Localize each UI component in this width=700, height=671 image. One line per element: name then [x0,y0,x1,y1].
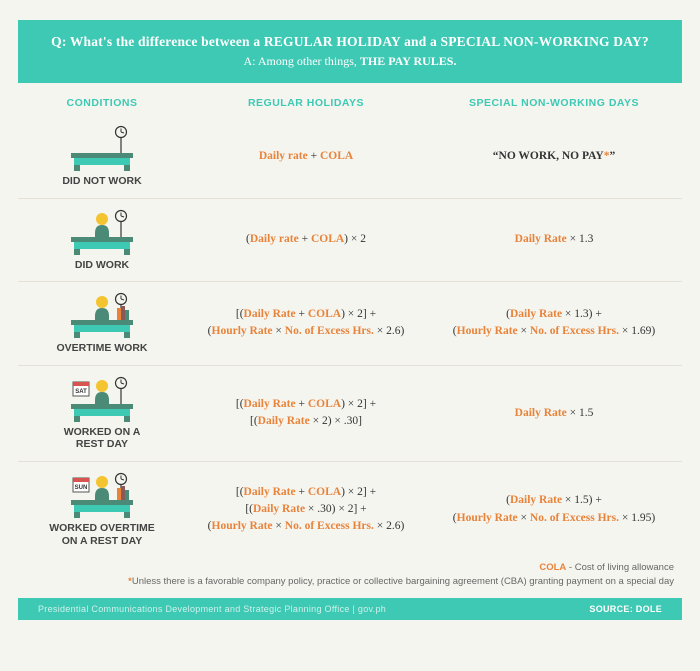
table-row: OVERTIME WORK [(Daily Rate + COLA) × 2] … [18,282,682,366]
desk-icon: SUN [67,472,137,518]
footnotes: COLA - Cost of living allowance *Unless … [18,557,682,592]
question-text: Q: What's the difference between a REGUL… [38,34,662,50]
desk-icon [67,292,137,338]
condition-label: DID WORK [22,259,182,272]
condition-cell: DID WORK [22,209,182,272]
col-header-regular: REGULAR HOLIDAYS [182,97,430,109]
condition-label: WORKED ON AREST DAY [22,426,182,451]
condition-cell: DID NOT WORK [22,125,182,188]
special-formula: Daily Rate × 1.3 [430,231,678,248]
table-row: SAT WORKED ON AREST DAY [(Daily Rate + C… [18,366,682,462]
condition-cell: SAT WORKED ON AREST DAY [22,376,182,451]
desk-icon: SAT [67,376,137,422]
condition-label: WORKED OVERTIMEON A REST DAY [22,522,182,547]
table-row: DID NOT WORK Daily rate + COLA “NO WORK,… [18,115,682,199]
regular-formula: [(Daily Rate + COLA) × 2] +[(Daily Rate … [182,396,430,431]
special-formula: Daily Rate × 1.5 [430,405,678,422]
condition-cell: SUN WORKED OVERTIMEON A REST DAY [22,472,182,547]
table-row: SUN WORKED OVERTIMEON A REST DAY [(Daily… [18,462,682,557]
footer-source: SOURCE: DOLE [589,604,662,614]
cola-footnote: COLA - Cost of living allowance [26,561,674,575]
desk-icon [67,209,137,255]
special-formula: (Daily Rate × 1.3) +(Hourly Rate × No. o… [430,306,678,341]
rows-container: DID NOT WORK Daily rate + COLA “NO WORK,… [18,115,682,557]
condition-cell: OVERTIME WORK [22,292,182,355]
infographic-container: Q: What's the difference between a REGUL… [0,0,700,620]
regular-formula: Daily rate + COLA [182,148,430,165]
regular-formula: [(Daily Rate + COLA) × 2] +(Hourly Rate … [182,306,430,341]
special-formula: (Daily Rate × 1.5) +(Hourly Rate × No. o… [430,492,678,527]
footer-bar: Presidential Communications Development … [18,598,682,620]
column-headers: CONDITIONS REGULAR HOLIDAYS SPECIAL NON-… [18,83,682,115]
footer-left: Presidential Communications Development … [38,604,386,614]
svg-text:SUN: SUN [75,485,88,491]
answer-text: A: Among other things, THE PAY RULES. [38,54,662,69]
condition-label: DID NOT WORK [22,175,182,188]
condition-label: OVERTIME WORK [22,342,182,355]
special-formula: “NO WORK, NO PAY*” [430,148,678,165]
col-header-special: SPECIAL NON-WORKING DAYS [430,97,678,109]
regular-formula: [(Daily Rate + COLA) × 2] +[(Daily Rate … [182,484,430,536]
header-banner: Q: What's the difference between a REGUL… [18,20,682,83]
desk-icon [67,125,137,171]
col-header-conditions: CONDITIONS [22,97,182,109]
table-row: DID WORK (Daily rate + COLA) × 2 Daily R… [18,199,682,283]
asterisk-footnote: *Unless there is a favorable company pol… [26,575,674,589]
regular-formula: (Daily rate + COLA) × 2 [182,231,430,248]
svg-text:SAT: SAT [75,389,87,395]
